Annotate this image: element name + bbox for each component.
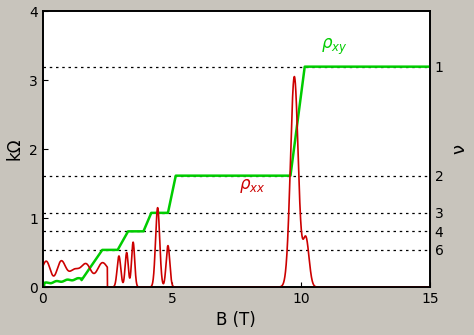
X-axis label: B (T): B (T)	[217, 312, 256, 329]
Y-axis label: kΩ: kΩ	[6, 138, 24, 160]
Y-axis label: ν: ν	[450, 144, 468, 154]
Text: $\rho_{xy}$: $\rho_{xy}$	[321, 37, 348, 57]
Text: $\rho_{xx}$: $\rho_{xx}$	[239, 177, 265, 195]
